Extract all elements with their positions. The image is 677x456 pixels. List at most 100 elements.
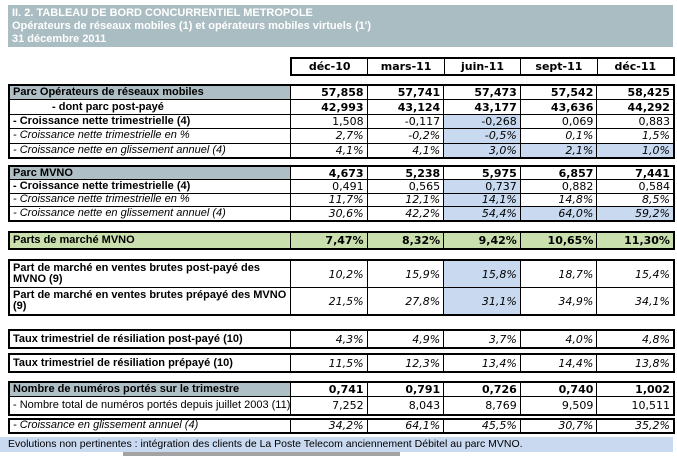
row-croissance-glissement-annuel: - Croissance nette en glissement annuel … [10, 142, 673, 157]
value-cell-highlighted: 54,4% [443, 207, 520, 220]
value-cell-highlighted: -0,5% [443, 129, 520, 143]
value-cell: 15,9% [366, 261, 444, 287]
value-cell: 5,238 [366, 167, 444, 180]
value-cell: 4,9% [366, 331, 444, 347]
value-cell: 57,542 [519, 86, 597, 100]
row-croissance-glissement-annuel: - Croissance en glissement annuel (4) 34… [10, 419, 673, 432]
value-cell: 5,975 [443, 167, 520, 180]
value-cell: 12,3% [366, 355, 444, 371]
row-croissance-nette-trimestrielle-pct: - Croissance nette trimestrielle en % 2,… [10, 128, 673, 143]
row-label: Parts de marché MVNO [10, 233, 291, 248]
value-cell: 30,6% [328, 206, 364, 220]
value-cell: 13,4% [443, 355, 520, 371]
row-label: Part de marché en ventes brutes prépayé … [10, 288, 291, 314]
row-label: Taux trimestriel de résiliation post-pay… [10, 331, 291, 347]
value-cell: 0,740 [519, 383, 597, 396]
value-cell: 4,8% [596, 331, 673, 347]
row-label: - Nombre total de numéros portés depuis … [10, 396, 291, 414]
value-cell: 18,7% [519, 261, 597, 287]
footnote: Evolutions non pertinentes : intégration… [0, 437, 673, 452]
value-cell: 1,5% [596, 129, 673, 143]
value-cell: 34,9% [519, 288, 597, 314]
row-label: - Croissance nette trimestrielle en % [10, 193, 291, 207]
section-resiliation-post-paye: Taux trimestriel de résiliation post-pay… [8, 329, 675, 349]
value-cell: 11,30% [596, 233, 673, 248]
value-cell: 2,7% [335, 129, 364, 143]
value-cell: 43,177 [443, 100, 520, 114]
value-cell-highlighted: 64,0% [519, 207, 597, 220]
value-cell: 57,473 [443, 86, 520, 100]
row-label: - Croissance nette trimestrielle (4) [10, 180, 291, 193]
value-cell: 30,7% [519, 419, 597, 432]
value-cell: 0,741 [328, 382, 364, 396]
row-label: - Croissance en glissement annuel (4) [10, 420, 291, 432]
value-cell: 4,1% [366, 143, 444, 157]
value-cell-highlighted: 2,1% [519, 143, 597, 157]
value-cell: 0,584 [596, 180, 673, 193]
title-line-3: 31 décembre 2011 [12, 33, 107, 45]
row-label: - Croissance nette en glissement annuel … [10, 143, 291, 157]
section-parc-operateurs-mobiles: Parc Opérateurs de réseaux mobiles 57,85… [8, 84, 675, 159]
row-label: Nombre de numéros portés sur le trimestr… [10, 383, 291, 396]
section-resiliation-prepaye: Taux trimestriel de résiliation prépayé … [8, 353, 675, 373]
value-cell: 1,002 [596, 383, 673, 396]
value-cell-highlighted: 31,1% [443, 288, 520, 314]
value-cell: 57,741 [366, 86, 444, 100]
section-numeros-portes-croissance: - Croissance en glissement annuel (4) 34… [8, 418, 675, 434]
value-cell: 43,124 [366, 100, 444, 114]
value-cell: 7,441 [596, 167, 673, 180]
value-cell: 64,1% [366, 419, 444, 432]
row-numeros-portes-total: - Nombre total de numéros portés depuis … [10, 395, 673, 414]
row-parc-operateurs: Parc Opérateurs de réseaux mobiles 57,85… [10, 86, 673, 100]
value-cell: 44,292 [596, 100, 673, 114]
value-cell: 43,636 [519, 100, 597, 114]
col-header-dec-11: déc-11 [596, 59, 673, 74]
col-header-sept-11: sept-11 [520, 59, 596, 74]
section-ventes-brutes: Part de marché en ventes brutes post-pay… [8, 259, 675, 316]
value-cell: 8,5% [596, 193, 673, 206]
row-parts-marche-mvno: Parts de marché MVNO 7,47% 8,32% 9,42% 1… [10, 233, 673, 248]
value-cell: 34,1% [596, 288, 673, 314]
col-header-juin-11: juin-11 [443, 59, 520, 74]
row-label: Parc Opérateurs de réseaux mobiles [10, 86, 291, 100]
row-croissance-nette-trimestrielle-pct: - Croissance nette trimestrielle en % 11… [10, 192, 673, 207]
row-label: Part de marché en ventes brutes post-pay… [10, 261, 291, 287]
value-cell: 7,252 [332, 398, 364, 412]
row-ventes-brutes-prepaye: Part de marché en ventes brutes prépayé … [10, 287, 673, 314]
row-label: Taux trimestriel de résiliation prépayé … [10, 355, 291, 371]
value-cell: 10,2% [328, 267, 364, 281]
row-label: - Croissance nette en glissement annuel … [10, 207, 291, 220]
value-cell: 42,2% [366, 207, 444, 220]
col-header-mars-11: mars-11 [367, 59, 443, 74]
value-cell: 0,882 [519, 180, 597, 193]
row-label: Parc MVNO [10, 167, 291, 180]
value-cell: 14,4% [519, 355, 597, 371]
value-cell: 13,8% [596, 355, 673, 371]
value-cell: -0,117 [366, 114, 444, 129]
row-resiliation-prepaye: Taux trimestriel de résiliation prépayé … [10, 355, 673, 371]
section-numeros-portes: Nombre de numéros portés sur le trimestr… [8, 381, 675, 416]
value-cell: -0,2% [366, 129, 444, 143]
value-cell: 11,7% [328, 193, 364, 207]
value-cell: 10,511 [596, 396, 673, 414]
value-cell: 0,883 [596, 114, 673, 129]
value-cell-highlighted: 15,8% [443, 261, 520, 287]
row-resiliation-post-paye: Taux trimestriel de résiliation post-pay… [10, 331, 673, 347]
value-cell: 0,491 [332, 180, 364, 194]
value-cell: 4,0% [519, 331, 597, 347]
column-header-row: déc-10 mars-11 juin-11 sept-11 déc-11 [290, 57, 675, 76]
value-cell: 0,069 [519, 114, 597, 129]
value-cell-highlighted: 3,0% [443, 143, 520, 157]
value-cell: 21,5% [328, 294, 364, 308]
value-cell: 0,565 [366, 180, 444, 193]
row-croissance-glissement-annuel: - Croissance nette en glissement annuel … [10, 206, 673, 220]
row-dont-parc-post-paye: - dont parc post-payé 42,993 43,124 43,1… [10, 99, 673, 114]
value-cell: 15,4% [596, 261, 673, 287]
value-cell-highlighted: 1,0% [596, 143, 673, 157]
value-cell: 57,858 [321, 86, 364, 100]
value-cell: 8,043 [366, 396, 444, 414]
row-parc-mvno: Parc MVNO 4,673 5,238 5,975 6,857 7,441 [10, 167, 673, 180]
horizontal-scrollbar-thumb[interactable] [123, 452, 400, 456]
value-cell-highlighted: -0,268 [443, 114, 520, 129]
